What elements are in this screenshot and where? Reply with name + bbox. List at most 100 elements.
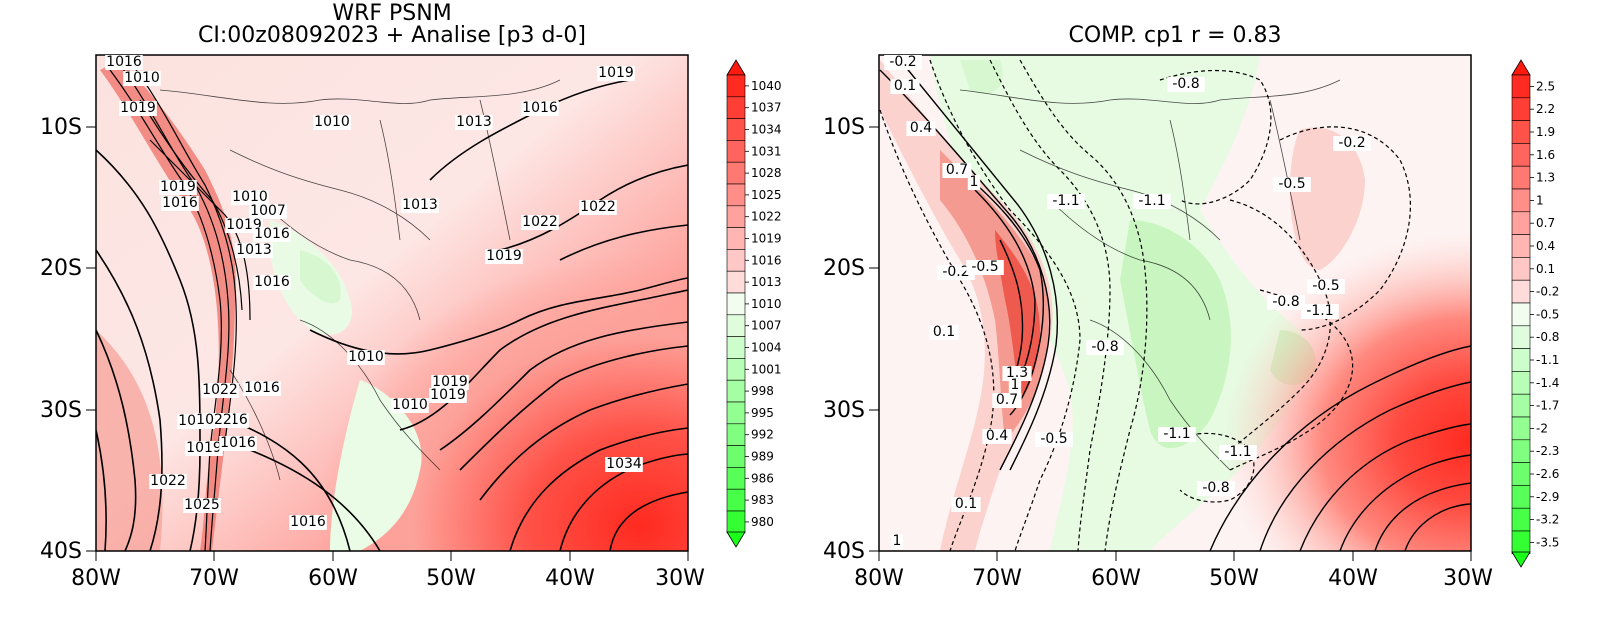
left-contour-label-bg [159, 180, 197, 195]
left-contour-label-bg [219, 436, 257, 451]
left-ytick-20s: 20S [40, 256, 82, 281]
right-colorbar-segment [1511, 97, 1531, 121]
left-contour-label: 1013 [236, 242, 272, 258]
left-xtick-40w: 40W [545, 566, 595, 591]
right-contour-label: 0.7 [996, 392, 1018, 408]
right-colorbar: 2.5 2.2 1.9 1.6 1.3 1 0.7 0.4 0.1 -0.2 -0.5 -0.8 -1.… [1511, 59, 1559, 568]
right-colorbar-label: -2 [1536, 421, 1548, 435]
left-contour-label: 1013 [456, 114, 492, 130]
left-colorbar-segment [726, 488, 746, 512]
left-contour-label: 1019 [486, 248, 522, 264]
right-colorbar-segment [1511, 257, 1531, 281]
left-colorbar-label: 1040 [751, 79, 782, 93]
right-colorbar-label: 1.3 [1536, 171, 1555, 185]
right-contour-label: -1.1 [1138, 193, 1165, 209]
right-colorbar-label: -2.6 [1536, 467, 1559, 481]
left-contour-label-bg [161, 196, 199, 211]
right-contour-label: 1 [970, 174, 979, 190]
left-colorbar-label: 980 [751, 515, 774, 529]
right-contour-label: 0.4 [986, 428, 1008, 444]
left-y-axis: 10S 20S 30S 40S [40, 115, 96, 564]
right-colorbar-segment [1511, 371, 1531, 395]
right-contour-label: -0.8 [1202, 480, 1229, 496]
right-colorbar-label: -1.4 [1536, 376, 1559, 390]
left-colorbar-segment [726, 358, 746, 381]
left-contour-label-bg [289, 515, 327, 530]
left-colorbar-label: 995 [751, 406, 774, 420]
left-colorbar-label: 1022 [751, 210, 782, 224]
right-contour-label: -1.1 [1224, 444, 1251, 460]
right-title: COMP. cp1 r = 0.83 [1069, 23, 1282, 48]
right-contour-label: -0.2 [889, 54, 916, 70]
right-ytick-10s: 10S [823, 115, 865, 140]
left-colorbar-segment [726, 467, 746, 490]
right-contour-label: -0.8 [1272, 294, 1299, 310]
right-contour-label-bg [982, 429, 1012, 444]
right-contour-label-bg [967, 175, 981, 190]
right-colorbar-label: 2.2 [1536, 102, 1555, 116]
left-contour-label-bg [579, 200, 617, 215]
right-colorbar-label: 0.7 [1536, 216, 1555, 230]
right-contour-label: -0.8 [1172, 76, 1199, 92]
right-colorbar-label: 1 [1536, 193, 1544, 207]
right-contour-label: -0.5 [1040, 431, 1067, 447]
left-contour-label-bg [253, 275, 291, 290]
right-contour-label-bg [992, 393, 1022, 408]
right-contour-label-bg [890, 534, 904, 549]
left-colorbar-segment [726, 336, 746, 359]
left-contour-label-bg [253, 227, 291, 242]
left-colorbar-label: 1037 [751, 101, 782, 115]
right-colorbar-top-arrow [1511, 59, 1531, 76]
right-contour-label-bg [1333, 136, 1371, 151]
right-contour-label: 0.1 [933, 324, 955, 340]
left-colorbar-segment [726, 423, 746, 446]
right-xtick-80w: 80W [854, 566, 904, 591]
left-contour-label-bg [119, 101, 157, 116]
right-contour-label-bg [1167, 77, 1205, 92]
left-contour-label-bg [243, 381, 281, 396]
left-colorbar-segment [726, 183, 746, 207]
left-colorbar-label: 1028 [751, 166, 782, 180]
right-colorbar-label: 1.6 [1536, 148, 1555, 162]
left-colorbar-label: 1007 [751, 319, 782, 333]
left-colorbar-label: 986 [751, 471, 774, 485]
left-colorbar-segment [726, 379, 746, 403]
left-colorbar-label: 1019 [751, 232, 782, 246]
left-contour-label: 1016 [220, 435, 256, 451]
right-contour-label-bg [942, 163, 972, 178]
right-colorbar-segment [1511, 416, 1531, 441]
left-contour-label: 1019 [226, 217, 262, 233]
left-colorbar-top-arrow [726, 59, 746, 76]
left-contour-label-bg [605, 457, 643, 472]
left-contour-label: 1022 [202, 382, 238, 398]
left-contour-label-bg [235, 243, 273, 258]
right-colorbar-label: 0.1 [1536, 262, 1555, 276]
left-colorbar-segment [726, 510, 746, 534]
right-colorbar-segment [1511, 348, 1531, 372]
left-colorbar-segment [726, 292, 746, 316]
right-contour-label: -0.2 [1338, 135, 1365, 151]
right-colorbar-label: 0.4 [1536, 239, 1555, 253]
right-xtick-30w: 30W [1443, 566, 1493, 591]
left-colorbar-segment [726, 140, 746, 163]
right-contour-label: -0.2 [942, 264, 969, 280]
left-contour-label-bg [391, 398, 429, 413]
right-colorbar-bottom-arrow [1511, 551, 1531, 568]
left-contour-label: 1019 [186, 440, 222, 456]
right-colorbar-label: 1.9 [1536, 125, 1555, 139]
right-colorbar-label: -3.2 [1536, 513, 1559, 527]
left-colorbar-segment [726, 249, 746, 272]
left-contour-label: 1016 [106, 54, 142, 70]
right-contour-label-bg [1047, 194, 1085, 209]
right-map-panel: COMP. cp1 r = 0.83 [823, 23, 1559, 591]
right-contour-label: 1.3 [1006, 365, 1028, 381]
left-colorbar-label: 1001 [751, 362, 782, 376]
left-colorbar-label: 1004 [751, 341, 782, 355]
left-contour-label: 1016 [254, 226, 290, 242]
right-colorbar-segment [1511, 74, 1531, 99]
left-contour-label: 1010 [348, 349, 384, 365]
left-map-panel: WRF PSNM CI:00z08092023 + Analise [p3 d-… [40, 1, 782, 591]
left-contour-label: 1022 [196, 412, 232, 428]
left-contour-label: 1007 [250, 203, 286, 219]
